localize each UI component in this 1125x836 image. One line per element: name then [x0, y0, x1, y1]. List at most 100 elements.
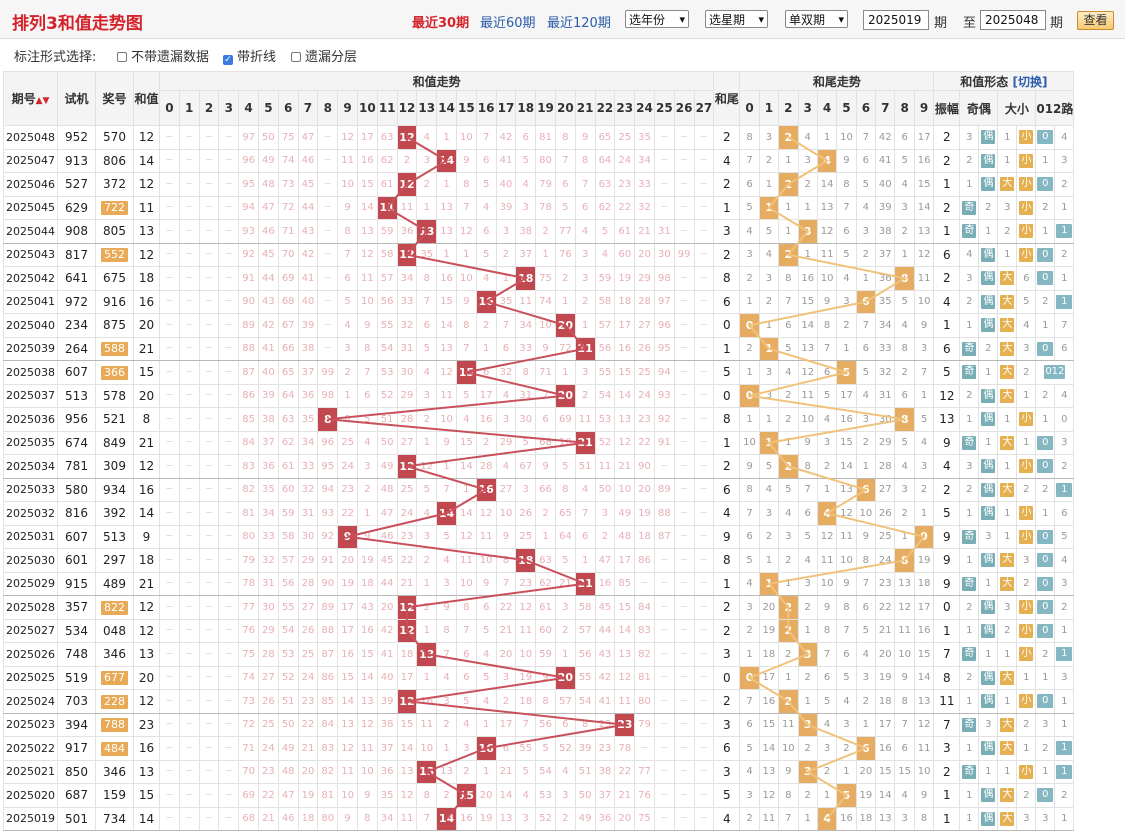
- query-button[interactable]: 查看: [1077, 11, 1114, 30]
- option-with-line[interactable]: ✓ 带折线: [223, 46, 276, 65]
- big-small-badge: 小: [1019, 247, 1034, 262]
- sum-miss-cell: 64: [277, 383, 299, 408]
- tail-miss-cell: 5: [739, 195, 760, 220]
- checkbox-checked-icon[interactable]: ✓: [223, 55, 233, 65]
- period-link-120[interactable]: 最近120期: [547, 16, 611, 31]
- tail-miss-cell: 29: [875, 430, 896, 455]
- sum-hit-cell: 11: [376, 195, 398, 220]
- sum-miss-cell: ─: [673, 642, 695, 667]
- jiang-cell: 228: [95, 689, 134, 714]
- period-link-30[interactable]: 最近30期: [412, 16, 470, 31]
- sum-miss-cell: 94: [238, 195, 259, 220]
- tail-miss-cell: 11: [758, 806, 780, 831]
- from-issue-input[interactable]: 2025019: [863, 10, 929, 30]
- sum-miss-cell: 11: [356, 736, 378, 761]
- sum-miss-cell: ─: [178, 360, 200, 385]
- sum-miss-cell: ─: [198, 289, 220, 314]
- sum-miss-cell: 6: [475, 148, 497, 173]
- route-cell: 0: [1035, 571, 1056, 596]
- odd-even-cell: 1: [978, 759, 999, 784]
- sum-miss-cell: 5: [554, 548, 576, 573]
- sum-miss-cell: 20: [614, 806, 636, 831]
- tail-miss-cell: 18: [913, 571, 935, 596]
- col-issue[interactable]: 期号▲▼: [3, 71, 58, 126]
- odd-even-cell: 偶: [978, 548, 999, 573]
- tail-miss-cell: 31: [875, 383, 896, 408]
- sum-miss-cell: 32: [297, 477, 319, 502]
- tail-miss-cell: 1: [758, 548, 780, 573]
- sum-miss-cell: 13: [614, 407, 636, 432]
- issue-cell: 2025019: [3, 806, 58, 831]
- sum-hit-cell: 16: [475, 289, 497, 314]
- sum-miss-cell: 9: [535, 665, 556, 690]
- tail-miss-cell: 16: [913, 618, 935, 643]
- sum-miss-cell: 38: [515, 219, 537, 244]
- tail-value-cell: 1: [713, 430, 741, 455]
- option-missing-layer[interactable]: 遗漏分层: [291, 46, 357, 65]
- sum-miss-cell: 36: [257, 454, 279, 479]
- sum-miss-cell: 47: [277, 783, 299, 808]
- to-issue-input[interactable]: 2025048: [980, 10, 1046, 30]
- sum-miss-cell: 49: [574, 806, 596, 831]
- sum-miss-cell: 58: [574, 595, 596, 620]
- route-cell: 2: [1054, 783, 1075, 808]
- sum-miss-cell: 9: [574, 125, 596, 150]
- sum-miss-cell: 3: [594, 501, 616, 526]
- issue-cell: 2025046: [3, 172, 58, 197]
- odd-even-badge: 偶: [981, 318, 996, 333]
- option-no-missing[interactable]: 不带遗漏数据: [117, 46, 209, 65]
- checkbox-icon[interactable]: [291, 52, 301, 62]
- sum-miss-cell: 10: [614, 477, 636, 502]
- switch-link[interactable]: [切换]: [1012, 74, 1048, 89]
- table-row: 2025024 703 228 12 ─ ─ ─ ─ 73 26 51 23 85 14 13 39 12 16 3…: [3, 689, 1075, 714]
- odd-even-cell: 1: [978, 219, 999, 244]
- sum-miss-cell: 94: [317, 477, 339, 502]
- sum-miss-cell: 61: [277, 454, 299, 479]
- big-small-badge: 小: [1019, 506, 1034, 521]
- tail-miss-cell: 15: [894, 759, 915, 784]
- sum-miss-cell: ─: [673, 548, 695, 573]
- route-badge: 0: [1037, 459, 1054, 474]
- big-small-badge: 小: [1019, 412, 1034, 427]
- sum-miss-cell: 5: [416, 336, 438, 361]
- tail-hit-cell: 1: [758, 195, 780, 220]
- tail-miss-cell: 19: [855, 783, 877, 808]
- period-link-60[interactable]: 最近60期: [480, 16, 536, 31]
- tail-miss-cell: 1: [778, 665, 799, 690]
- sum-miss-cell: ─: [218, 665, 240, 690]
- sum-miss-cell: 1: [554, 289, 576, 314]
- big-small-cell: 大: [997, 266, 1018, 291]
- table-row: 2025027 534 048 12 ─ ─ ─ ─ 76 29 54 26 88 17 16 42 12 1 8 7…: [3, 618, 1075, 643]
- route-cell: 0: [1035, 266, 1056, 291]
- sum-miss-cell: 60: [614, 242, 636, 267]
- amplitude-cell: 1: [933, 783, 961, 808]
- sum-miss-cell: 37: [297, 360, 319, 385]
- sum-miss-cell: ─: [653, 195, 675, 220]
- sum-hit-cell: 12: [396, 125, 418, 150]
- sum-miss-cell: 1: [416, 571, 438, 596]
- sum-miss-cell: ─: [693, 125, 715, 150]
- sum-miss-cell: 64: [594, 148, 616, 173]
- sum-miss-cell: 8: [436, 618, 457, 643]
- tail-miss-cell: 4: [739, 759, 760, 784]
- weekday-select[interactable]: 选星期: [705, 10, 768, 28]
- sum-miss-cell: 14: [356, 665, 378, 690]
- jiang-cell: 570: [95, 125, 134, 150]
- sum-miss-cell: ─: [693, 430, 715, 455]
- sum-miss-cell: 81: [535, 125, 556, 150]
- checkbox-icon[interactable]: [117, 52, 127, 62]
- sort-icon[interactable]: ▲▼: [35, 96, 50, 106]
- odd-even-issue-select[interactable]: 单双期: [785, 10, 848, 28]
- tail-miss-cell: 2: [797, 783, 818, 808]
- shiji-cell: 952: [57, 125, 96, 150]
- option-missing-layer-label: 遗漏分层: [305, 50, 358, 65]
- year-select[interactable]: 选年份: [625, 10, 689, 28]
- jiang-cell: 489: [95, 571, 134, 596]
- big-small-cell: 3: [1016, 336, 1037, 361]
- issue-cell: 2025025: [3, 665, 58, 690]
- tail-miss-cell: 8: [778, 266, 799, 291]
- tail-miss-cell: 9: [855, 524, 877, 549]
- table-row: 2025041 972 916 16 ─ ─ ─ ─ 90 43 68 40 ─ 5 10 56 33 7 15 9 1…: [3, 289, 1075, 314]
- tail-miss-cell: 18: [875, 689, 896, 714]
- big-small-cell: 大: [997, 806, 1018, 831]
